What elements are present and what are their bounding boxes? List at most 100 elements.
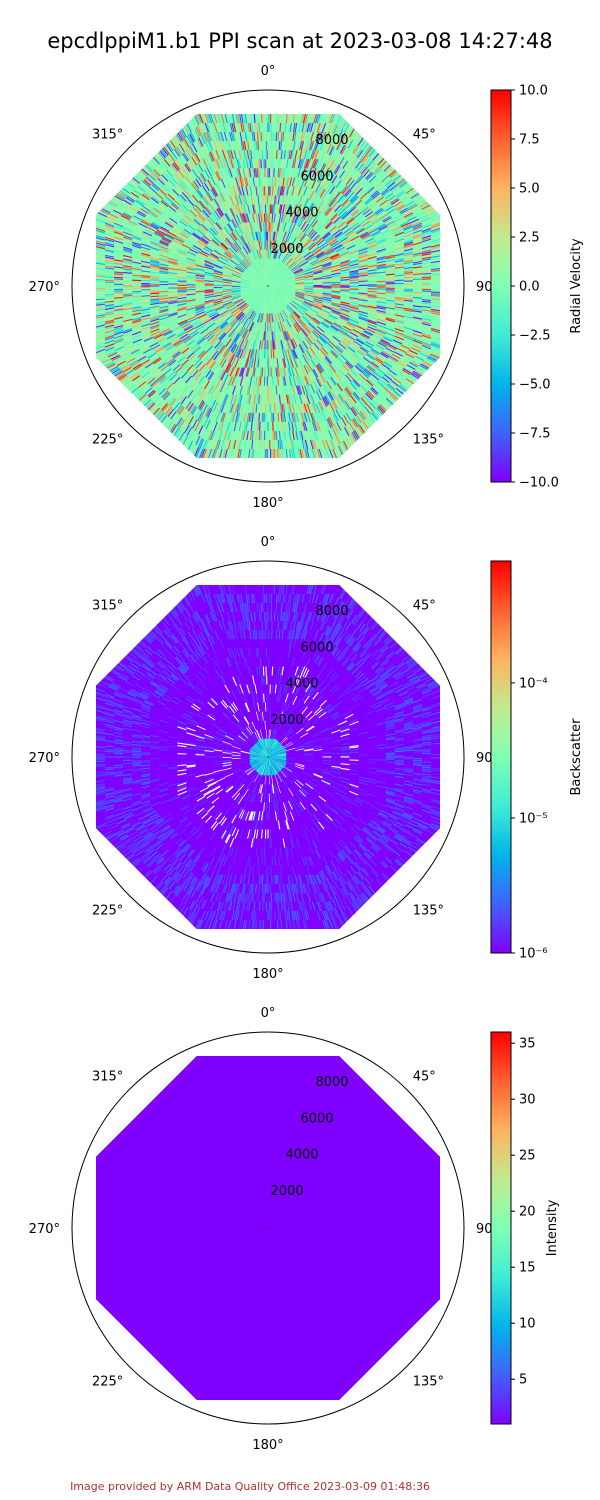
scan-gate-mark [258,159,261,169]
scan-gate-mark [102,359,113,365]
scan-gate-mark [320,113,325,124]
scan-gate-mark [104,274,115,277]
scan-gate-mark [430,247,441,252]
scan-gate-mark [352,430,359,440]
scan-gate-mark [155,154,163,162]
scan-gate-mark [421,269,432,272]
scan-gate-mark [259,168,262,178]
scan-gate-mark [95,224,106,229]
scan-gate-mark [258,122,261,133]
scan-gate-mark [299,113,303,124]
scan-gate-mark [222,448,227,459]
scan-gate-mark [430,307,441,310]
scan-gate-mark [163,417,170,426]
scan-gate-mark [339,131,345,141]
scan-gate-mark [358,138,365,148]
scan-gate-mark [206,122,211,133]
scan-gate-mark [367,147,374,156]
scan-gate-mark [395,375,404,382]
scan-gate-mark [376,407,383,416]
scan-gate-mark [95,329,106,334]
scan-gate-mark [406,376,416,383]
scan-gate-mark [430,227,441,233]
scan-gate-mark [192,445,198,456]
scan-gate-mark [122,378,131,385]
scan-gate-mark [123,294,133,297]
scan-gate-mark [95,251,106,255]
scan-gate-mark [404,199,413,206]
scan-gate-mark [255,421,258,431]
scan-gate-mark [235,113,239,124]
scan-gate-mark [248,113,251,124]
scan-gate-mark [95,333,106,337]
scan-gate-mark [104,361,114,367]
scan-gate-mark [363,143,371,153]
scan-gate-mark [276,421,279,431]
scan-gate-mark [274,412,276,422]
scan-gate-mark [169,140,176,149]
scan-gate-mark [95,218,106,224]
scan-gate-mark [110,367,120,373]
scan-gate-mark [404,186,413,193]
scan-gate-mark [328,122,334,133]
scan-gate-mark [107,202,117,208]
scan-gate-mark [95,253,106,257]
scan-gate-mark [251,448,254,459]
scan-gate-mark [95,296,106,299]
scan-gate-mark [403,276,413,279]
scan-gate-mark [388,395,396,403]
scan-gate-mark [279,439,282,450]
scan-gate-mark [275,439,278,450]
scan-gate-mark [114,195,124,202]
scan-gate-mark [383,400,391,408]
scan-gate-mark [258,412,261,422]
scan-gate-mark [336,128,342,138]
scan-gate-mark [416,212,426,218]
scan-gate-mark [239,448,242,459]
scan-gate-mark [289,439,292,450]
scan-gate-mark [421,229,432,234]
scan-gate-mark [378,172,387,180]
scan-gate-mark [411,372,421,378]
scan-gate-mark [367,402,375,411]
scan-gate-mark [421,220,432,226]
scan-gate-mark [95,314,106,317]
scan-gate-mark [114,276,124,279]
scan-gate-mark [385,292,395,294]
scan-gate-mark [95,320,106,325]
scan-gate-mark [318,122,323,133]
scan-gate-mark [297,113,301,124]
scan-gate-mark [159,279,169,282]
scan-gate-mark [277,132,280,142]
scan-gate-mark [398,193,407,200]
scan-gate-mark [384,385,393,393]
scan-gate-mark [95,235,106,239]
scan-gate-mark [403,293,413,296]
scan-gate-mark [360,153,368,162]
scan-gate-mark [337,129,343,139]
scan-gate-mark [177,430,184,440]
scan-gate-mark [217,448,221,459]
scan-gate-mark [180,129,186,139]
scan-gate-mark [229,113,234,124]
scan-gate-mark [95,294,106,297]
scan-gate-mark [382,176,390,184]
scan-gate-mark [326,122,332,133]
scan-gate-mark [394,376,403,383]
scan-gate-mark [393,377,402,384]
scan-gate-mark [419,202,429,208]
scan-gate-mark [377,406,385,414]
scan-gate-mark [95,326,106,330]
scan-gate-mark [256,122,259,133]
scan-gate-mark [367,292,377,294]
scan-gate-mark [308,113,312,124]
scan-gate-mark [430,258,441,262]
scan-gate-mark [430,269,441,272]
scan-gate-mark [430,273,441,276]
scan-gate-mark [150,294,160,296]
scan-gate-mark [113,196,122,203]
scan-gate-mark [333,124,338,135]
scan-gate-mark [383,164,391,172]
scan-gate-mark [430,266,441,269]
scan-gate-mark [423,207,434,213]
